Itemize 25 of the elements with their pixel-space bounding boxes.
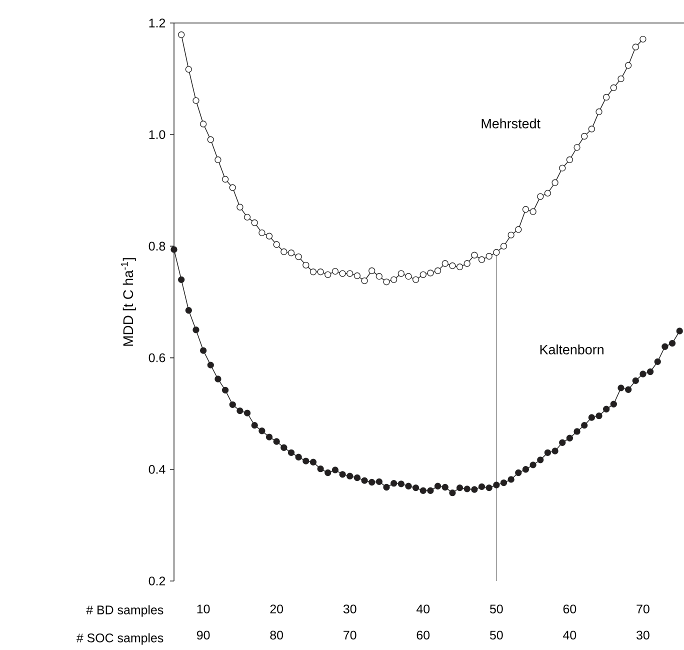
x2-tick-label: 30 — [636, 630, 650, 640]
y-tick-label: 1.2 — [149, 18, 166, 28]
x2-tick-label: 70 — [344, 630, 356, 640]
y-axis-title: MDD [t C ha$^{-1}$] — [121, 258, 136, 346]
y-tick-label: 0.6 — [148, 353, 166, 362]
y-tick-label: 1.0 — [149, 130, 166, 140]
x2-tick-label: 50 — [490, 630, 503, 640]
x2-tick-label: 60 — [416, 630, 430, 640]
x-axis-title: # BD samples — [86, 605, 164, 617]
x-tick-label: 70 — [636, 604, 650, 614]
y-tick-label: 0.2 — [148, 576, 166, 586]
text: Kaltenborn — [540, 344, 604, 354]
x2-tick-label: 80 — [270, 630, 284, 640]
x2-tick-label: 90 — [196, 630, 210, 640]
x-tick-label: 10 — [197, 604, 210, 614]
x-tick-label: 40 — [416, 604, 430, 614]
y-tick-label: 0.4 — [148, 464, 166, 474]
x2-tick-label: 40 — [563, 630, 576, 640]
x2-axis-title: # SOC samples — [76, 633, 164, 645]
x-tick-label: 50 — [490, 604, 503, 614]
y-tick-label: 0.8 — [148, 242, 166, 251]
x-tick-label: 60 — [563, 604, 576, 614]
text: Mehrstedt — [482, 118, 540, 128]
x-tick-label: 20 — [270, 604, 284, 614]
x-tick-label: 30 — [343, 604, 356, 614]
